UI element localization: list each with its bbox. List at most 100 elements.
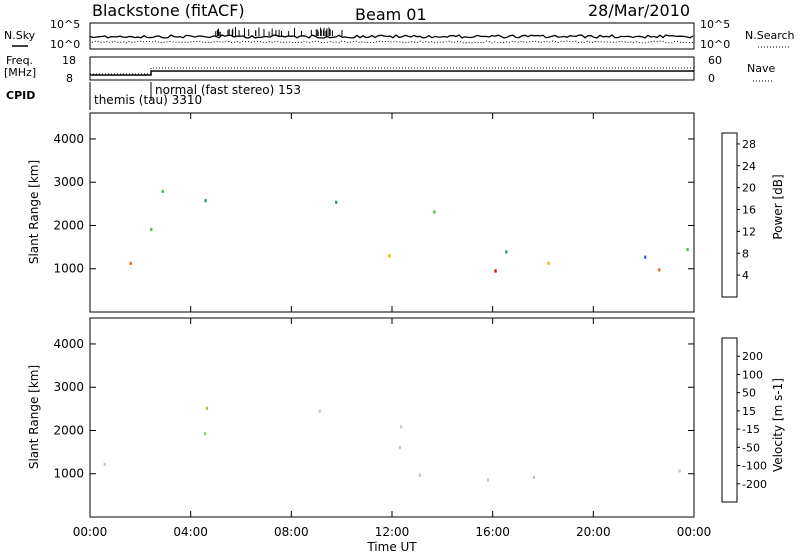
power-heatmap-cells xyxy=(129,189,689,273)
heatmap-cell xyxy=(486,478,490,482)
colorbar-tick-label: -100 xyxy=(742,460,767,473)
colorbar-tick-label: -15 xyxy=(742,423,760,436)
velocity-colorbar-label: Velocity [m s-1] xyxy=(771,378,785,472)
nsky-trace xyxy=(89,27,694,44)
colorbar-tick-label: 20 xyxy=(742,182,756,195)
heatmap-cell xyxy=(418,473,421,477)
cpid-label: CPID xyxy=(6,89,35,102)
nave-label: Nave xyxy=(747,62,775,75)
velocity-y-ticks: 1000 2000 3000 4000 xyxy=(53,337,694,481)
power-colorbar: 4 8 12 16 20 24 28 xyxy=(721,132,756,298)
heatmap-cell xyxy=(150,227,153,232)
freq-trace xyxy=(90,67,694,76)
x-tick-label: 04:00 xyxy=(173,525,208,539)
x-tick-label: 20:00 xyxy=(576,525,611,539)
colorbar-tick-label: 100 xyxy=(742,368,763,381)
colorbar-tick-label: -200 xyxy=(742,478,767,491)
heatmap-cell xyxy=(505,250,508,254)
cpid-entry-1: themis (tau) 3310 xyxy=(94,93,202,107)
velocity-colorbar: 200 100 50 15 -15 -50 -100 -200 xyxy=(721,337,767,503)
heatmap-cell xyxy=(129,261,132,265)
colorbar-tick-label: 24 xyxy=(742,160,756,173)
nsky-label: N.Sky xyxy=(4,29,36,42)
x-tick-label: 16:00 xyxy=(475,525,510,539)
nsearch-label: N.Search xyxy=(745,29,795,42)
nsearch-tick-top: 10^5 xyxy=(700,18,730,31)
nsky-frame xyxy=(89,22,695,50)
velocity-frame xyxy=(89,317,695,518)
nave-tick-bottom: 0 xyxy=(708,72,715,85)
beam-title: Beam 01 xyxy=(355,5,427,24)
freq-unit-label: [MHz] xyxy=(4,66,36,79)
power-y-ticks: 1000 2000 3000 4000 xyxy=(53,132,694,276)
power-ylabel: Slant Range [km] xyxy=(27,160,41,264)
velocity-heatmap-cells xyxy=(103,406,681,482)
power-frame xyxy=(89,112,695,313)
nsky-line xyxy=(89,34,694,39)
freq-tick-top: 18 xyxy=(62,54,76,67)
heatmap-cell xyxy=(398,446,401,450)
cpid-entry-2: normal (fast stereo) 153 xyxy=(155,83,301,97)
y-tick-label: 3000 xyxy=(53,175,84,189)
heatmap-cell xyxy=(335,200,338,204)
y-tick-label: 1000 xyxy=(53,262,84,276)
x-tick-label: 12:00 xyxy=(375,525,410,539)
x-axis-label: Time UT xyxy=(366,540,417,554)
power-panel: 1000 2000 3000 4000 Slant Range [km] 4 8 12 16… xyxy=(27,112,785,313)
colorbar-tick-label: 8 xyxy=(742,247,749,260)
heatmap-cell xyxy=(103,462,106,466)
freq-line xyxy=(90,70,694,76)
power-colorbar-label: Power [dB] xyxy=(771,174,785,239)
y-tick-label: 2000 xyxy=(53,218,84,232)
nsky-tick-bottom: 10^0 xyxy=(50,38,80,51)
colorbar-tick-label: -50 xyxy=(742,441,760,454)
y-tick-label: 4000 xyxy=(53,132,84,146)
date-title: 28/Mar/2010 xyxy=(588,1,690,20)
y-tick-label: 1000 xyxy=(53,467,84,481)
heatmap-cell xyxy=(161,189,164,193)
freq-panel: Freq. [MHz] 18 8 60 0 Nave xyxy=(4,54,775,85)
colorbar-tick-label: 16 xyxy=(742,204,756,217)
x-tick-label: 00:00 xyxy=(677,525,712,539)
heatmap-cell xyxy=(205,406,208,410)
colorbar-tick-label: 12 xyxy=(742,225,756,238)
x-axis-ticks: 00:00 04:00 08:00 12:00 16:00 20:00 00:00 xyxy=(73,113,712,539)
colorbar-tick-label: 200 xyxy=(742,350,763,363)
heatmap-cell xyxy=(686,248,689,252)
heatmap-cell xyxy=(532,475,535,479)
nsearch-line xyxy=(89,40,693,44)
colorbar-tick-label: 4 xyxy=(742,269,749,282)
colorbar-tick-label: 28 xyxy=(742,138,756,151)
heatmap-cell xyxy=(678,469,681,473)
heatmap-cell xyxy=(494,269,497,273)
velocity-ylabel: Slant Range [km] xyxy=(27,365,41,469)
x-tick-label: 00:00 xyxy=(73,525,108,539)
heatmap-cell xyxy=(658,268,661,272)
heatmap-cell xyxy=(204,432,207,436)
colorbar-frame xyxy=(721,132,738,298)
heatmap-cell xyxy=(400,425,403,429)
heatmap-cell xyxy=(388,254,391,258)
y-tick-label: 4000 xyxy=(53,337,84,351)
heatmap-cell xyxy=(318,409,321,413)
colorbar-frame xyxy=(721,337,738,503)
freq-tick-bottom: 8 xyxy=(66,72,73,85)
nsearch-tick-bottom: 10^0 xyxy=(700,38,730,51)
nsky-panel: N.Sky 10^5 10^0 10^5 10^0 N.Search xyxy=(4,18,795,51)
x-tick-label: 08:00 xyxy=(274,525,309,539)
colorbar-tick-label: 50 xyxy=(742,387,756,400)
y-tick-label: 2000 xyxy=(53,423,84,437)
velocity-panel: 1000 2000 3000 4000 Slant Range [km] 200 100… xyxy=(27,317,785,518)
freq-label: Freq. xyxy=(6,54,33,67)
heatmap-cell xyxy=(204,199,207,203)
nave-line xyxy=(90,67,694,75)
y-tick-label: 3000 xyxy=(53,380,84,394)
station-title: Blackstone (fitACF) xyxy=(92,1,245,20)
nave-tick-top: 60 xyxy=(708,54,722,67)
colorbar-tick-label: 15 xyxy=(742,405,756,418)
nsky-tick-top: 10^5 xyxy=(50,18,80,31)
heatmap-cell xyxy=(644,255,647,259)
heatmap-cell xyxy=(547,261,550,265)
cpid-panel: CPID themis (tau) 3310 normal (fast ster… xyxy=(6,82,301,110)
